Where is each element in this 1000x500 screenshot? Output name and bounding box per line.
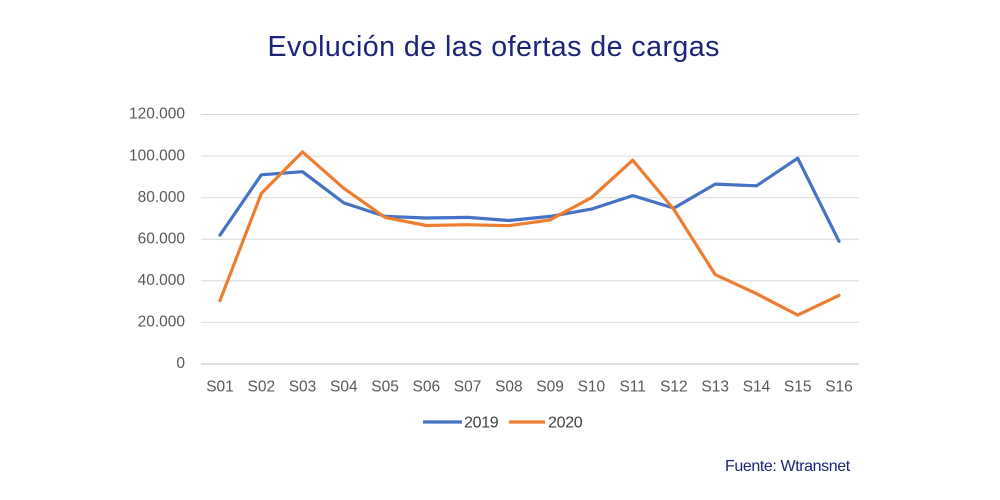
svg-text:120.000: 120.000	[129, 106, 185, 123]
svg-text:80.000: 80.000	[138, 189, 186, 206]
svg-text:100.000: 100.000	[129, 147, 185, 164]
svg-text:2019: 2019	[464, 415, 499, 432]
svg-text:Evolución de las ofertas de ca: Evolución de las ofertas de cargas	[267, 31, 719, 63]
svg-text:S15: S15	[784, 378, 812, 395]
svg-text:S04: S04	[330, 378, 358, 395]
svg-text:S11: S11	[619, 378, 645, 395]
svg-text:S14: S14	[743, 378, 771, 395]
svg-text:0: 0	[176, 355, 185, 372]
svg-text:S06: S06	[413, 378, 441, 395]
svg-text:S16: S16	[825, 378, 853, 395]
svg-text:2020: 2020	[548, 415, 583, 432]
svg-text:S01: S01	[206, 378, 234, 395]
svg-text:S03: S03	[289, 378, 317, 395]
svg-text:S09: S09	[536, 378, 564, 395]
svg-text:S08: S08	[495, 378, 523, 395]
svg-text:S07: S07	[454, 378, 482, 395]
svg-text:Fuente: Wtransnet: Fuente: Wtransnet	[725, 458, 851, 475]
svg-text:S10: S10	[578, 378, 606, 395]
svg-text:S12: S12	[660, 378, 688, 395]
svg-text:S13: S13	[701, 378, 729, 395]
svg-text:S05: S05	[371, 378, 399, 395]
svg-text:60.000: 60.000	[138, 230, 186, 247]
svg-text:20.000: 20.000	[138, 314, 186, 331]
svg-text:40.000: 40.000	[138, 272, 186, 289]
svg-text:S02: S02	[248, 378, 276, 395]
